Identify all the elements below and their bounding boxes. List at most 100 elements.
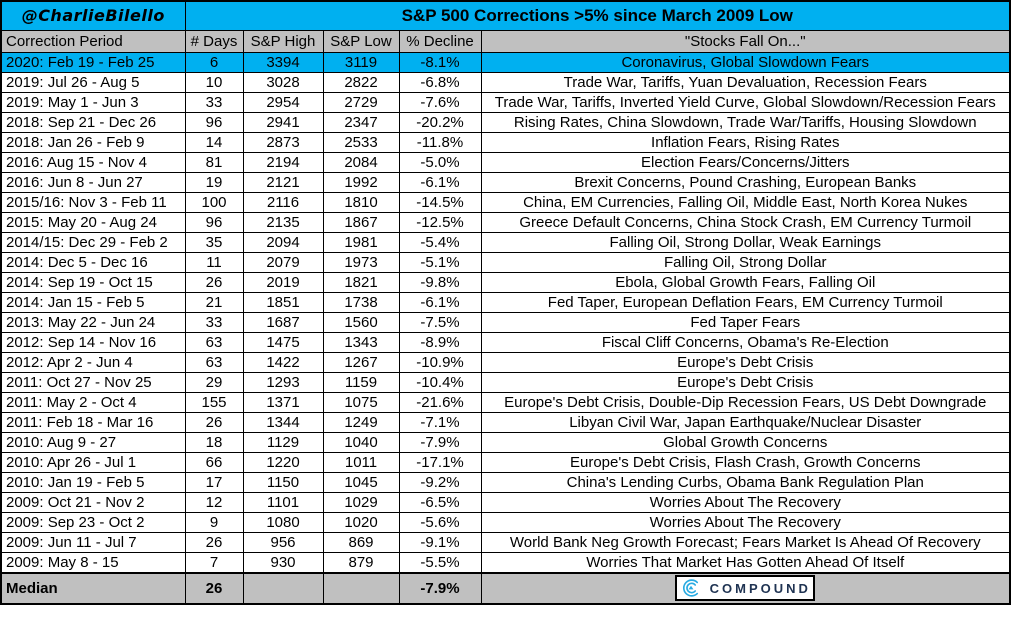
col-header-correction-period: Correction Period <box>0 29 186 53</box>
cell-pct-decline: -6.5% <box>398 491 482 513</box>
cell-sp-low: 1020 <box>322 511 400 533</box>
cell-sp-high: 2079 <box>242 251 324 273</box>
cell-stocks-fall-on: Brexit Concerns, Pound Crashing, Europea… <box>480 171 1011 193</box>
cell-pct-decline: -7.5% <box>398 311 482 333</box>
median-sp-high <box>242 571 324 604</box>
cell-num-days: 12 <box>184 491 244 513</box>
cell-sp-high: 1851 <box>242 291 324 313</box>
table-row: 2014: Jan 15 - Feb 5 21 1851 1738 -6.1% Fed T… <box>0 291 1011 313</box>
cell-pct-decline: -10.4% <box>398 371 482 393</box>
cell-sp-low: 1040 <box>322 431 400 453</box>
cell-num-days: 21 <box>184 291 244 313</box>
cell-sp-high: 1475 <box>242 331 324 353</box>
median-sp-low <box>322 571 400 604</box>
table-row: 2019: Jul 26 - Aug 5 10 3028 2822 -6.8% Trade… <box>0 71 1011 93</box>
cell-stocks-fall-on: Libyan Civil War, Japan Earthquake/Nucle… <box>480 411 1011 433</box>
cell-sp-high: 956 <box>242 531 324 553</box>
cell-sp-high: 1344 <box>242 411 324 433</box>
table-row: 2009: Sep 23 - Oct 2 9 1080 1020 -5.6% Worrie… <box>0 511 1011 533</box>
table-row: 2014: Sep 19 - Oct 15 26 2019 1821 -9.8% Ebol… <box>0 271 1011 293</box>
cell-pct-decline: -6.1% <box>398 291 482 313</box>
cell-num-days: 35 <box>184 231 244 253</box>
cell-num-days: 96 <box>184 111 244 133</box>
cell-num-days: 33 <box>184 91 244 113</box>
table-row: 2012: Sep 14 - Nov 16 63 1475 1343 -8.9% Fisc… <box>0 331 1011 353</box>
cell-pct-decline: -5.4% <box>398 231 482 253</box>
cell-num-days: 26 <box>184 271 244 293</box>
table-row: 2020: Feb 19 - Feb 25 6 3394 3119 -8.1% Coron… <box>0 51 1011 73</box>
cell-pct-decline: -6.8% <box>398 71 482 93</box>
table-row: 2016: Jun 8 - Jun 27 19 2121 1992 -6.1% Brexi… <box>0 171 1011 193</box>
cell-sp-low: 1992 <box>322 171 400 193</box>
cell-stocks-fall-on: Ebola, Global Growth Fears, Falling Oil <box>480 271 1011 293</box>
table-row: 2011: Feb 18 - Mar 16 26 1344 1249 -7.1% Liby… <box>0 411 1011 433</box>
cell-correction-period: 2011: May 2 - Oct 4 <box>0 391 186 413</box>
cell-stocks-fall-on: Global Growth Concerns <box>480 431 1011 453</box>
col-header-num-days: # Days <box>184 29 244 53</box>
table-row: 2018: Jan 26 - Feb 9 14 2873 2533 -11.8% Infl… <box>0 131 1011 153</box>
table-row: 2018: Sep 21 - Dec 26 96 2941 2347 -20.2% Ris… <box>0 111 1011 133</box>
cell-stocks-fall-on: Trade War, Tariffs, Inverted Yield Curve… <box>480 91 1011 113</box>
cell-sp-low: 2822 <box>322 71 400 93</box>
cell-correction-period: 2009: May 8 - 15 <box>0 551 186 573</box>
cell-pct-decline: -7.6% <box>398 91 482 113</box>
cell-pct-decline: -7.9% <box>398 431 482 453</box>
table-row: 2015/16: Nov 3 - Feb 11 100 2116 1810 -14.5%… <box>0 191 1011 213</box>
cell-sp-low: 1560 <box>322 311 400 333</box>
cell-correction-period: 2016: Jun 8 - Jun 27 <box>0 171 186 193</box>
cell-sp-high: 1220 <box>242 451 324 473</box>
cell-pct-decline: -9.2% <box>398 471 482 493</box>
cell-correction-period: 2019: Jul 26 - Aug 5 <box>0 71 186 93</box>
cell-correction-period: 2011: Oct 27 - Nov 25 <box>0 371 186 393</box>
cell-sp-low: 869 <box>322 531 400 553</box>
cell-pct-decline: -8.9% <box>398 331 482 353</box>
table-row: 2010: Jan 19 - Feb 5 17 1150 1045 -9.2% China… <box>0 471 1011 493</box>
cell-stocks-fall-on: Worries That Market Has Gotten Ahead Of … <box>480 551 1011 573</box>
cell-stocks-fall-on: Falling Oil, Strong Dollar, Weak Earning… <box>480 231 1011 253</box>
cell-num-days: 6 <box>184 51 244 73</box>
cell-correction-period: 2013: May 22 - Jun 24 <box>0 311 186 333</box>
cell-correction-period: 2010: Aug 9 - 27 <box>0 431 186 453</box>
column-header-row: Correction Period # Days S&P High S&P Lo… <box>0 29 1011 53</box>
cell-correction-period: 2016: Aug 15 - Nov 4 <box>0 151 186 173</box>
cell-num-days: 9 <box>184 511 244 533</box>
cell-pct-decline: -5.5% <box>398 551 482 573</box>
table-row: 2010: Apr 26 - Jul 1 66 1220 1011 -17.1% Euro… <box>0 451 1011 473</box>
cell-correction-period: 2015/16: Nov 3 - Feb 11 <box>0 191 186 213</box>
cell-stocks-fall-on: Falling Oil, Strong Dollar <box>480 251 1011 273</box>
cell-correction-period: 2018: Sep 21 - Dec 26 <box>0 111 186 133</box>
cell-sp-low: 1810 <box>322 191 400 213</box>
cell-sp-low: 1973 <box>322 251 400 273</box>
cell-num-days: 96 <box>184 211 244 233</box>
col-header-sp-low: S&P Low <box>322 29 400 53</box>
cell-num-days: 18 <box>184 431 244 453</box>
twitter-handle: @CharlieBilello <box>0 0 186 31</box>
cell-stocks-fall-on: Europe's Debt Crisis <box>480 371 1011 393</box>
cell-num-days: 26 <box>184 531 244 553</box>
cell-stocks-fall-on: Rising Rates, China Slowdown, Trade War/… <box>480 111 1011 133</box>
median-row: Median 26 -7.9% COMPOUND <box>0 571 1011 604</box>
cell-sp-low: 2084 <box>322 151 400 173</box>
cell-sp-low: 1867 <box>322 211 400 233</box>
cell-pct-decline: -7.1% <box>398 411 482 433</box>
cell-correction-period: 2015: May 20 - Aug 24 <box>0 211 186 233</box>
cell-correction-period: 2010: Apr 26 - Jul 1 <box>0 451 186 473</box>
cell-correction-period: 2014: Sep 19 - Oct 15 <box>0 271 186 293</box>
cell-num-days: 100 <box>184 191 244 213</box>
cell-num-days: 81 <box>184 151 244 173</box>
cell-sp-low: 1821 <box>322 271 400 293</box>
page-title: S&P 500 Corrections >5% since March 2009… <box>184 0 1011 31</box>
cell-num-days: 14 <box>184 131 244 153</box>
cell-stocks-fall-on: Worries About The Recovery <box>480 511 1011 533</box>
cell-sp-low: 1738 <box>322 291 400 313</box>
cell-stocks-fall-on: China, EM Currencies, Falling Oil, Middl… <box>480 191 1011 213</box>
cell-correction-period: 2012: Apr 2 - Jun 4 <box>0 351 186 373</box>
cell-pct-decline: -5.0% <box>398 151 482 173</box>
cell-pct-decline: -5.6% <box>398 511 482 533</box>
compound-c-icon <box>680 577 702 599</box>
cell-correction-period: 2011: Feb 18 - Mar 16 <box>0 411 186 433</box>
cell-pct-decline: -14.5% <box>398 191 482 213</box>
cell-sp-low: 3119 <box>322 51 400 73</box>
cell-num-days: 33 <box>184 311 244 333</box>
cell-sp-high: 2135 <box>242 211 324 233</box>
